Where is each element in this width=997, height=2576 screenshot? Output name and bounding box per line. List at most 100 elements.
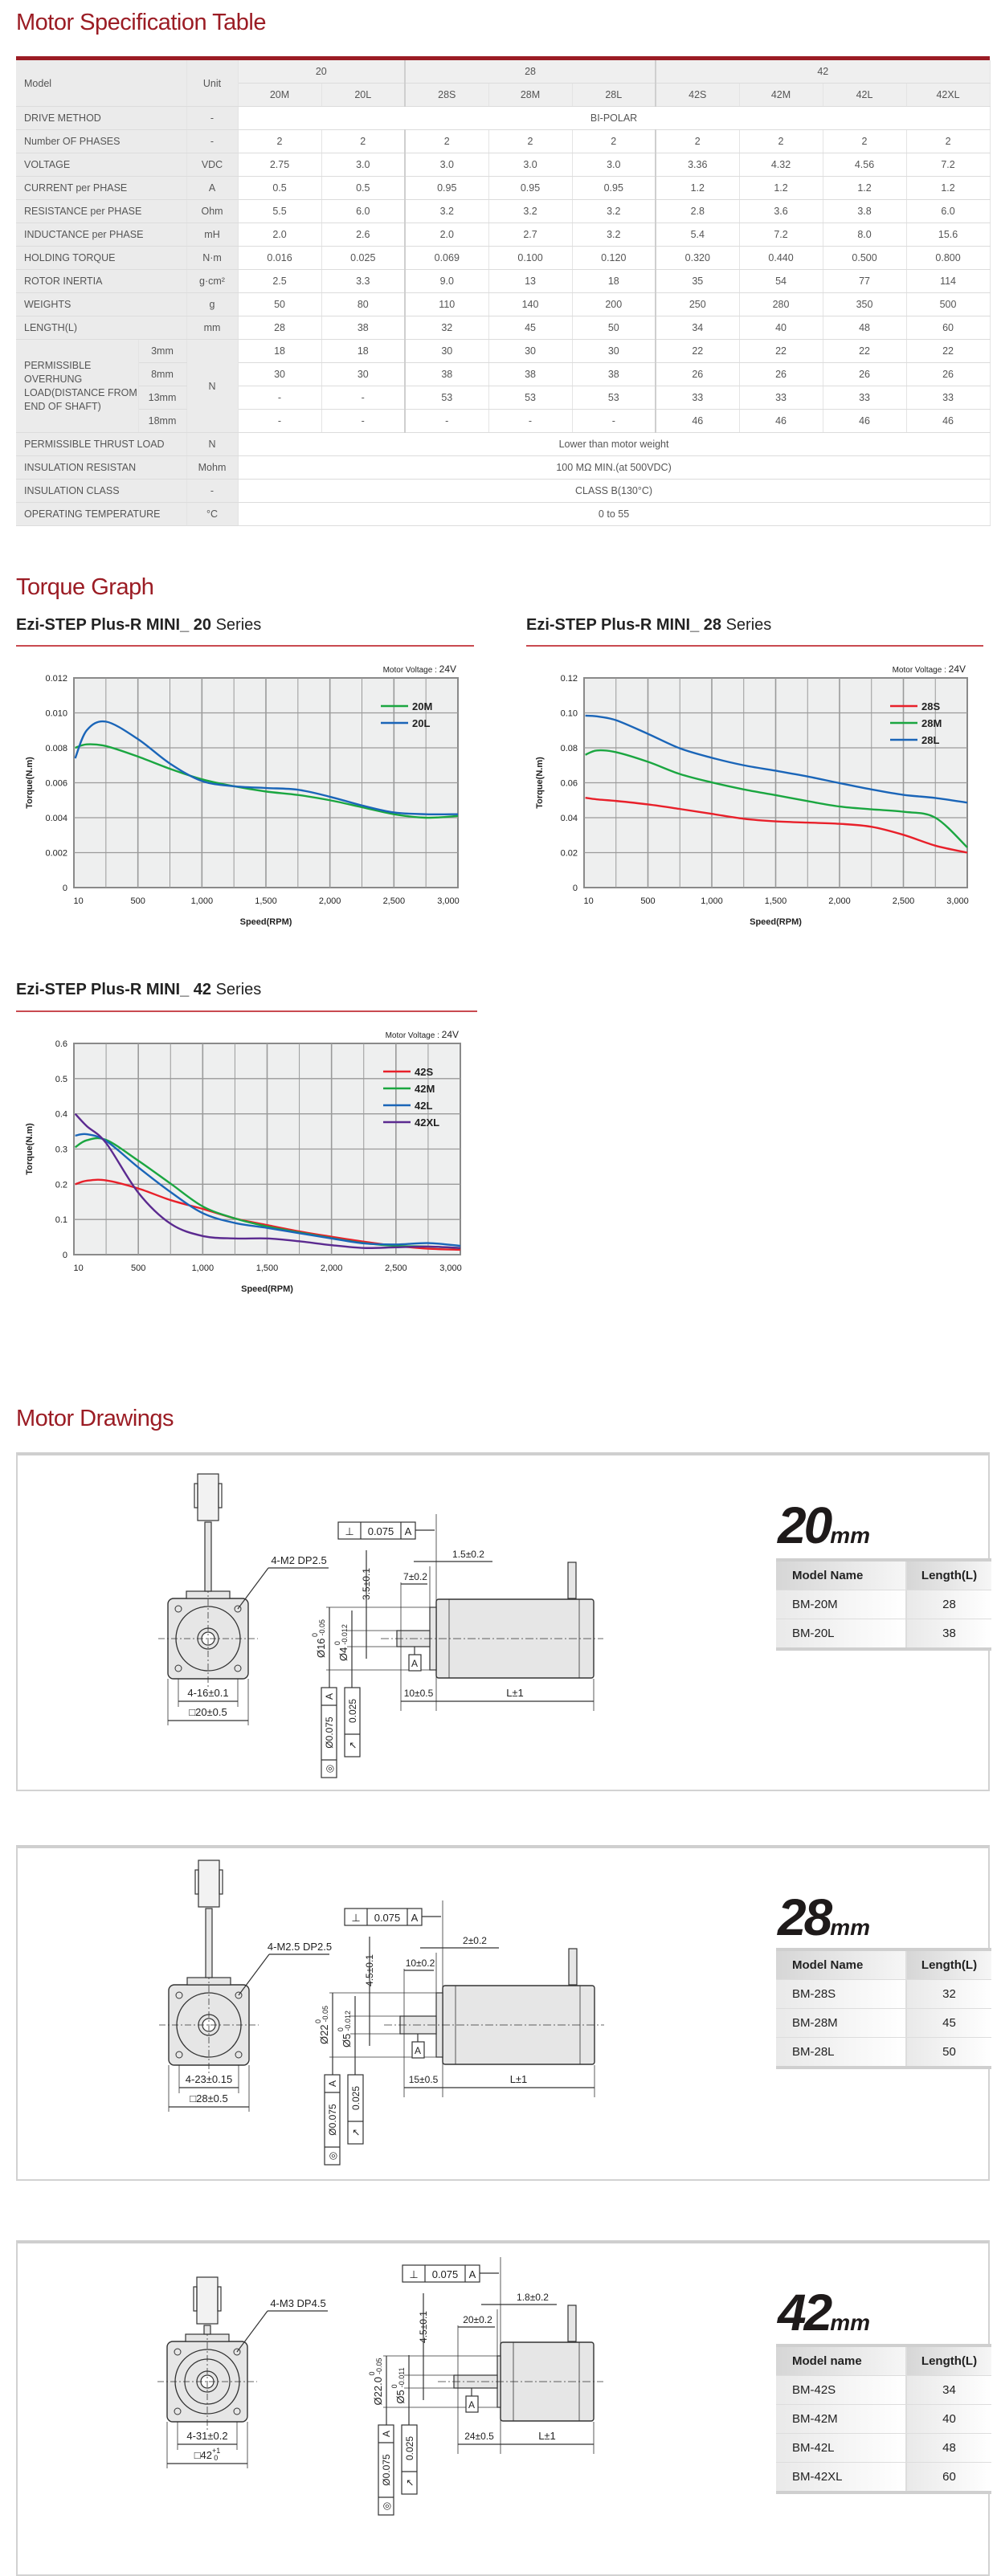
row-unit: g (186, 292, 239, 316)
y-tick-label: 0.08 (561, 744, 578, 753)
connector-latch (193, 2286, 198, 2312)
size-heading-42: 42mm (778, 2283, 870, 2342)
row-value: 22 (655, 339, 740, 363)
x-tick-label: 500 (131, 1264, 145, 1273)
datum-label: A (468, 2399, 475, 2411)
row-value: 22 (906, 339, 991, 363)
pilot-tol-lower: -0.05 (321, 2006, 329, 2023)
row-value: 100 MΩ MIN.(at 500VDC) (238, 455, 991, 480)
row-value: 46 (906, 409, 991, 433)
model-table-header: Model Name Length(L) (776, 1948, 991, 1980)
row-label: INSULATION RESISTAN (16, 455, 187, 480)
mount-hole (235, 2051, 243, 2059)
row-value: 3.2 (488, 199, 573, 223)
row-value: 3.8 (823, 199, 907, 223)
legend-label-28M: 28M (921, 717, 942, 729)
x-tick-label: 1,000 (191, 896, 214, 906)
row-value: 33 (823, 386, 907, 410)
header-group-42: 42 (655, 60, 991, 84)
row-value: 40 (739, 316, 823, 340)
motor-voltage-label: Motor Voltage : 24V (386, 1029, 459, 1040)
row-label: LENGTH(L) (16, 316, 187, 340)
shaft-diameter: Ø5 (394, 2390, 407, 2403)
x-tick-label: 2,500 (893, 896, 915, 906)
model-length: 50 (906, 2037, 991, 2069)
row-unit: N·m (186, 246, 239, 270)
model-name: BM-42M (776, 2404, 907, 2434)
row-value: 18 (238, 339, 322, 363)
y-tick-label: 0.6 (55, 1039, 67, 1049)
row-unit: VDC (186, 153, 239, 177)
row-value: 2 (238, 129, 322, 153)
series-line-28S (585, 797, 968, 854)
x-tick-label: 3,000 (437, 896, 460, 906)
pcd-label: 4-16±0.1 (187, 1687, 228, 1699)
model-row: BM-28S 32 (776, 1979, 991, 2009)
mount-hole-label: 4-M3 DP4.5 (270, 2297, 325, 2309)
row-value: Lower than motor weight (238, 432, 991, 456)
y-axis-label: Torque(N.m) (25, 1123, 35, 1175)
concentricity-icon: ◎ (381, 2502, 392, 2510)
row-value: 0.025 (321, 246, 406, 270)
legend-label-20M: 20M (412, 700, 432, 712)
perpendicularity-icon: ⊥ (351, 1912, 360, 1924)
body-length-label: L±1 (538, 2430, 556, 2442)
spec-row: Number OF PHASES -2 2 2 2 2 2 2 2 2 (16, 129, 991, 153)
model-name: BM-42L (776, 2433, 907, 2463)
row-value: 35 (655, 269, 740, 293)
mount-hole-label: 4-M2.5 DP2.5 (268, 1941, 332, 1953)
row-value: 2 (906, 129, 991, 153)
pilot-tol-upper: 0 (314, 2019, 322, 2023)
row-unit: Mohm (186, 455, 239, 480)
legend-label-28L: 28L (921, 734, 939, 746)
spec-row: OPERATING TEMPERATURE °C 0 to 55 (16, 502, 991, 526)
voltage-caption: Motor Voltage : (893, 666, 949, 675)
shaft-diameter-label: Ø5 -0.0120 (337, 2011, 353, 2047)
pilot-tol-upper: 0 (311, 1633, 319, 1637)
row-value: 9.0 (404, 269, 489, 293)
chart-subtitle: Ezi-STEP Plus-R MINI_ 42 Series (16, 981, 261, 999)
model-row: BM-42XL 60 (776, 2462, 991, 2494)
concentricity-datum: A (324, 1693, 335, 1700)
row-unit: Ohm (186, 199, 239, 223)
row-value: CLASS B(130°C) (238, 479, 991, 503)
drawings-section-title: Motor Drawings (16, 1406, 174, 1431)
row-value: 250 (655, 292, 740, 316)
subtitle-series: 28 (703, 616, 722, 634)
row-unit: N (186, 432, 239, 456)
pilot-tol-upper: 0 (368, 2372, 376, 2376)
row-label: ROTOR INERTIA (16, 269, 187, 293)
row-value: 3.36 (655, 153, 740, 177)
model-length: 34 (906, 2375, 991, 2405)
row-value: 0.500 (823, 246, 907, 270)
chart-subtitle-rule (16, 1010, 477, 1012)
x-tick-label: 3,000 (439, 1264, 462, 1273)
spec-model-row: 20M 20L 28S 28M 28L 42S 42M 42L 42XL (16, 83, 991, 107)
row-label: OPERATING TEMPERATURE (16, 502, 187, 526)
header-model-42S: 42S (655, 83, 740, 107)
row-value: 38 (321, 316, 406, 340)
row-value: 80 (321, 292, 406, 316)
x-tick-label: 10 (73, 896, 83, 906)
row-value: - (321, 409, 406, 433)
model-name: BM-28M (776, 2008, 907, 2038)
row-value: 6.0 (906, 199, 991, 223)
overhung-distance: 3mm (138, 339, 187, 363)
row-label: VOLTAGE (16, 153, 187, 177)
x-axis-label: Speed(RPM) (241, 1284, 293, 1294)
shaft-diameter-label: Ø5 -0.0110 (390, 2367, 407, 2403)
model-length-table: Model Name Length(L) BM-20M 28 BM-20L 38 (776, 1558, 991, 1651)
row-value: 0.016 (238, 246, 322, 270)
row-value: 32 (404, 316, 489, 340)
shaft-tol-lower: -0.012 (344, 2011, 352, 2031)
x-tick-label: 1,500 (255, 896, 277, 906)
side-cable (568, 1948, 578, 1986)
row-label: Number OF PHASES (16, 129, 187, 153)
row-value: 3.3 (321, 269, 406, 293)
row-value: 2 (404, 129, 489, 153)
x-tick-label: 1,000 (192, 1264, 215, 1273)
row-value: 0.800 (906, 246, 991, 270)
row-value: 500 (906, 292, 991, 316)
model-length: 40 (906, 2404, 991, 2434)
model-length: 45 (906, 2008, 991, 2038)
